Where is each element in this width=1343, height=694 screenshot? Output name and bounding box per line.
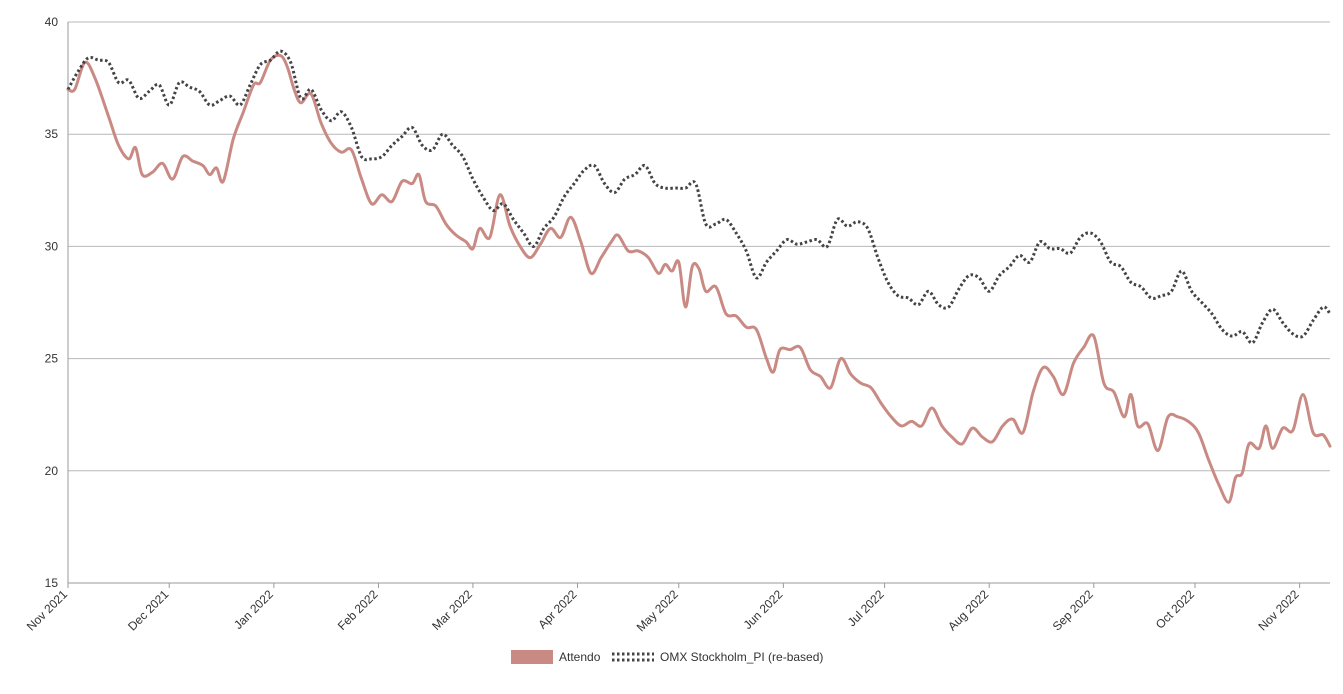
x-tick-label: Nov 2021 [24,587,70,633]
gridlines [68,21,1330,584]
y-tick-label: 30 [45,239,59,253]
x-tick-label: Jan 2022 [231,587,276,632]
series-line-omx-stockholm-pi [66,49,1332,345]
x-tick-label: Oct 2022 [1153,587,1198,632]
y-tick-label: 35 [45,127,59,141]
y-tick-label: 20 [45,464,59,478]
y-tick-label: 15 [45,576,59,590]
x-tick-label: Apr 2022 [535,587,580,632]
x-tick-label: Feb 2022 [335,587,381,633]
axes: 15 20 25 30 35 40 Nov 2021 Dec 2021 Jan 2022 Feb … [24,15,1330,634]
x-tick-label: Sep 2022 [1050,587,1096,633]
series [66,49,1332,504]
x-tick-label: Mar 2022 [429,587,475,633]
legend-label-omx-stockholm-pi: OMX Stockholm_PI (re-based) [660,650,823,664]
legend-swatch-attendo [511,650,553,664]
x-tick-label: Dec 2021 [125,587,171,633]
x-tick-label: Jul 2022 [845,587,887,629]
x-tick-label: Aug 2022 [945,587,991,633]
x-tick-label: Nov 2022 [1256,587,1302,633]
series-line-attendo [66,53,1332,504]
y-tick-label: 40 [45,15,59,29]
legend: Attendo OMX Stockholm_PI (re-based) [511,650,823,664]
y-tick-label: 25 [45,352,59,366]
x-tick-label: May 2022 [634,587,681,634]
legend-label-attendo: Attendo [559,650,601,664]
x-tick-label: Jun 2022 [741,587,786,632]
